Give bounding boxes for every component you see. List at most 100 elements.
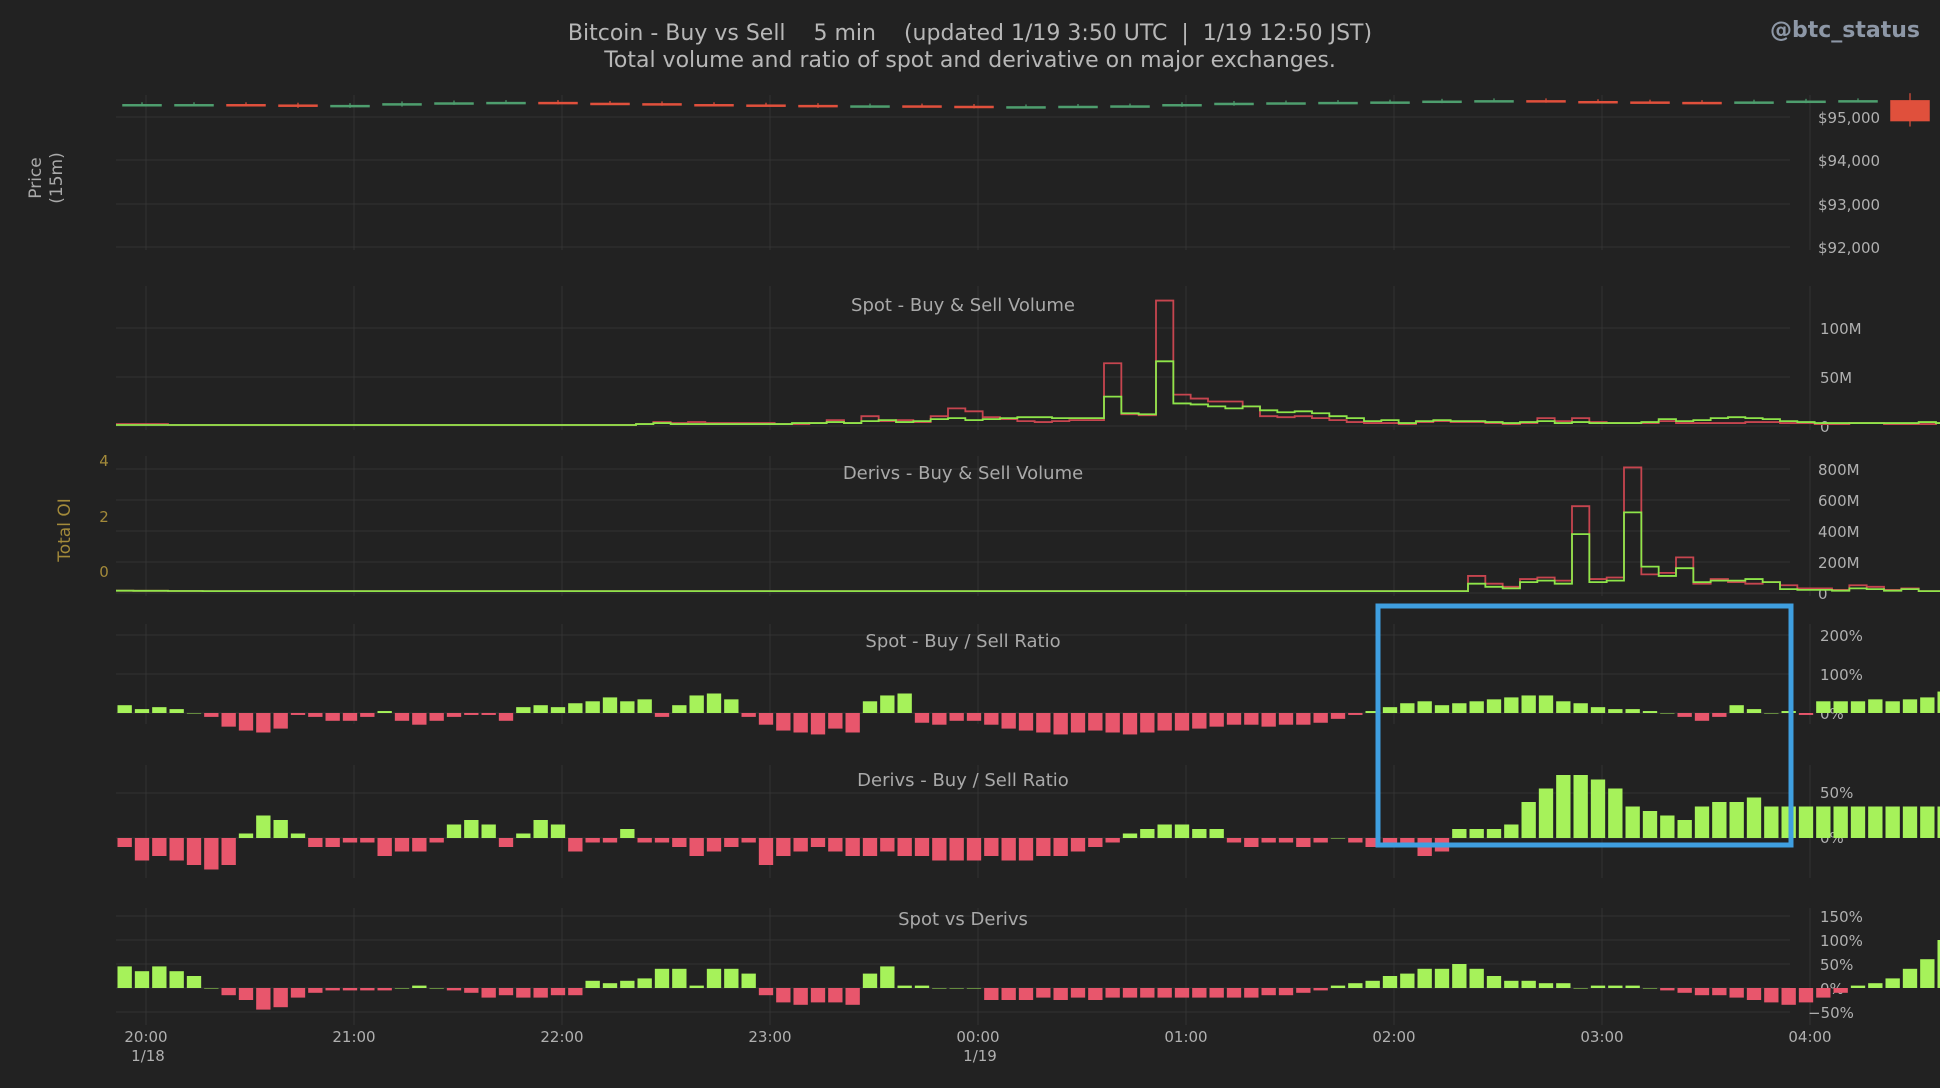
ratio-bar — [741, 713, 756, 717]
ratio-bar — [1798, 988, 1814, 1003]
ratio-bar — [1590, 707, 1606, 713]
ratio-bar — [1538, 983, 1554, 988]
derivs-ratio-bars — [117, 775, 1940, 870]
ratio-bar — [1746, 988, 1762, 1000]
ratio-bar — [637, 838, 652, 843]
ratio-bar — [724, 968, 739, 988]
ratio-bar — [1261, 713, 1276, 727]
candle-body — [1526, 100, 1566, 103]
ratio-bar — [689, 985, 704, 988]
ratio-bar — [360, 988, 375, 991]
ratio-bar — [1261, 988, 1276, 996]
xtick-label: 02:00 — [1372, 1028, 1415, 1046]
ratio-bar — [481, 824, 496, 838]
ratio-bar — [1469, 968, 1484, 988]
ratio-bar — [498, 838, 514, 847]
ratio-bar — [221, 988, 236, 996]
ratio-bar — [308, 713, 323, 717]
spot-volume-lines — [116, 299, 1940, 426]
ratio-bar — [1296, 988, 1311, 993]
ratio-bar — [1694, 806, 1710, 838]
ratio-bar — [1434, 968, 1450, 988]
ratio-bar — [446, 988, 462, 991]
ratio-bar — [672, 705, 687, 713]
ratio-bar — [481, 713, 496, 715]
ratio-bar — [1902, 968, 1918, 988]
ratio-bar — [949, 838, 964, 861]
ratio-bar — [845, 838, 860, 856]
candle-body — [1838, 100, 1878, 103]
xtick-label: 04:00 — [1788, 1028, 1831, 1046]
ratio-bar — [966, 838, 982, 861]
ratio-bar — [1573, 775, 1588, 838]
ratio-bar — [533, 820, 548, 838]
ratio-bar — [1504, 980, 1519, 988]
ratio-bar — [1278, 838, 1294, 843]
ratio-bar — [1885, 806, 1900, 838]
oi-tick: 0 — [99, 563, 109, 581]
candle-body — [746, 104, 786, 107]
ratio-bar — [394, 988, 410, 989]
spot-volume-title: Spot - Buy & Sell Volume — [851, 295, 1075, 316]
ratio-bar — [845, 713, 860, 733]
ratio-bar — [1452, 964, 1467, 988]
ratio-bar — [152, 707, 167, 713]
candle-body — [1422, 100, 1462, 104]
xdate-label: 1/18 — [131, 1047, 165, 1065]
brand-handle[interactable]: @btc_status — [1770, 18, 1920, 43]
candle-body — [1162, 104, 1202, 107]
ytick-label: 600M — [1818, 492, 1860, 510]
candle-body — [122, 104, 162, 107]
ratio-bar — [516, 988, 531, 998]
ratio-bar — [1174, 713, 1190, 731]
ratio-bar — [429, 838, 444, 843]
derivs-volume-title: Derivs - Buy & Sell Volume — [843, 463, 1083, 484]
ratio-bar — [1538, 788, 1554, 838]
candle-body — [1058, 105, 1098, 109]
candle-body — [382, 103, 422, 106]
ratio-bar — [377, 711, 392, 713]
ratio-bar — [1122, 988, 1138, 998]
ratio-bar — [1140, 713, 1155, 733]
ratio-bar — [776, 988, 791, 1003]
ratio-bar — [1764, 988, 1779, 1003]
ratio-bar — [1313, 838, 1328, 843]
ytick-label: 50M — [1820, 369, 1852, 387]
ratio-bar — [429, 713, 444, 721]
ytick-label: $92,000 — [1818, 239, 1880, 257]
ratio-bar — [897, 693, 912, 713]
ratio-bar — [568, 703, 583, 713]
ratio-bar — [1833, 988, 1848, 993]
ratio-bar — [1712, 802, 1727, 838]
ratio-bar — [308, 838, 323, 847]
ratio-bar — [932, 838, 947, 861]
candle-body — [278, 104, 318, 107]
ratio-bar — [1729, 988, 1744, 998]
candle-body — [1734, 101, 1774, 104]
ratio-bar — [186, 838, 202, 865]
ytick-label: $93,000 — [1818, 196, 1880, 214]
ratio-bar — [446, 824, 462, 838]
ratio-bar — [880, 695, 895, 713]
ratio-bar — [1798, 806, 1814, 838]
ratio-bar — [1157, 988, 1172, 998]
ratio-bar — [516, 833, 531, 838]
ratio-bar — [880, 838, 895, 852]
ratio-bar — [862, 838, 878, 856]
ytick-label: 100% — [1820, 666, 1863, 684]
ratio-bar — [117, 705, 132, 713]
ratio-bar — [152, 966, 167, 988]
xdate-label: 1/19 — [963, 1047, 997, 1065]
ratio-bar — [412, 713, 427, 725]
ratio-bar — [498, 713, 514, 721]
ratio-bar — [1244, 838, 1259, 847]
ratio-bar — [1036, 988, 1051, 998]
spot-vs-derivs-bars — [117, 940, 1940, 1010]
ratio-bar — [741, 838, 756, 843]
ratio-bar — [1088, 713, 1103, 731]
candle-body — [694, 104, 734, 107]
ratio-bar — [290, 713, 306, 715]
ratio-bar — [1088, 988, 1103, 1000]
ratio-bar — [308, 988, 323, 993]
